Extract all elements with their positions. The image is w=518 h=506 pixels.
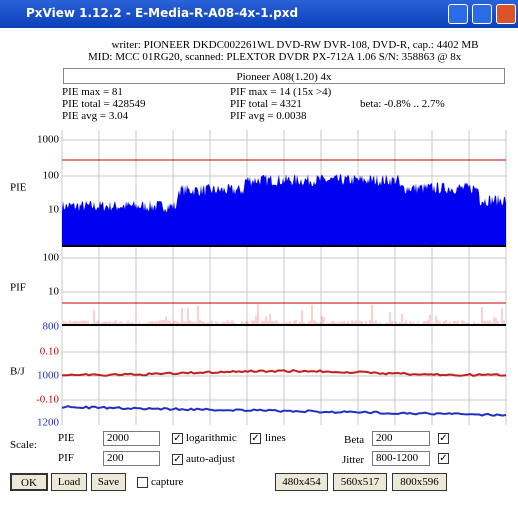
tick-label: 100 — [43, 252, 60, 264]
checkbox[interactable]: ✓ — [250, 433, 261, 444]
window-title: PxView 1.12.2 - E-Media-R-A08-4x-1.pxd — [26, 6, 299, 20]
beta-plot — [61, 369, 507, 377]
ok-button[interactable]: OK — [10, 473, 48, 491]
close-button[interactable] — [496, 4, 516, 24]
beta-input[interactable]: 200 — [372, 431, 430, 446]
writer-info: writer: PIONEER DKDC002261WL DVD-RW DVR-… — [111, 39, 479, 51]
field-label: Jitter — [342, 454, 364, 466]
tick-label: 1000 — [37, 134, 60, 146]
checkbox-label: auto-adjust — [186, 453, 235, 465]
minimize-button[interactable] — [448, 4, 468, 24]
tick-label: 100 — [43, 170, 60, 182]
jitter-input[interactable]: 800-1200 — [372, 451, 430, 466]
tick-label: 10 — [48, 204, 60, 216]
stat: PIE max = 81 — [62, 86, 123, 98]
stat: beta: -0.8% .. 2.7% — [360, 98, 445, 110]
stat: PIF avg = 0.0038 — [230, 110, 307, 122]
checkbox-label: logarithmic — [186, 432, 237, 444]
pie-scale-input[interactable]: 2000 — [103, 431, 160, 446]
checkbox-label: capture — [151, 476, 184, 488]
size-button[interactable]: 800x596 — [392, 473, 447, 491]
panel-label: B/J — [10, 366, 25, 378]
size-button[interactable]: 480x454 — [275, 473, 328, 491]
save-button[interactable]: Save — [91, 473, 126, 491]
jitter-plot — [61, 405, 507, 417]
field-label: PIE — [58, 432, 75, 444]
tick-label: -0.10 — [36, 394, 59, 406]
field-label: PIF — [58, 452, 74, 464]
tick-label: 1000 — [37, 370, 60, 382]
checkbox[interactable]: ✓ — [438, 433, 449, 444]
load-button[interactable]: Load — [51, 473, 87, 491]
title-bar — [0, 0, 518, 28]
stat: PIF max = 14 (15x >4) — [230, 86, 332, 98]
tick-label: 10 — [48, 286, 60, 298]
tick-label: 1200 — [37, 417, 60, 428]
mid-info: MID: MCC 01RG20, scanned: PLEXTOR DVDR P… — [88, 51, 462, 63]
stat: PIF total = 4321 — [230, 98, 302, 110]
checkbox[interactable] — [137, 477, 148, 488]
pif-scale-input[interactable]: 200 — [103, 451, 160, 466]
field-label: Beta — [344, 434, 365, 446]
checkbox[interactable]: ✓ — [172, 433, 183, 444]
maximize-button[interactable] — [472, 4, 492, 24]
panel-label: PIE — [10, 182, 27, 194]
disc-label[interactable]: Pioneer A08(1.20) 4x — [63, 68, 505, 84]
pie-plot — [62, 174, 506, 246]
checkbox-label: lines — [265, 432, 286, 444]
checkbox[interactable]: ✓ — [438, 453, 449, 464]
tick-label: 0.10 — [40, 346, 60, 358]
size-button[interactable]: 560x517 — [333, 473, 387, 491]
graph-area: PIE PIF B/J 1000 100 10 100 10 800 0.10 … — [10, 130, 507, 428]
stat: PIE avg = 3.04 — [62, 110, 129, 122]
pif-plot — [63, 304, 505, 324]
tick-label: 800 — [43, 321, 60, 333]
scale-label: Scale: — [10, 439, 37, 451]
checkbox[interactable]: ✓ — [172, 454, 183, 465]
panel-label: PIF — [10, 282, 26, 294]
stat: PIE total = 428549 — [62, 98, 146, 110]
